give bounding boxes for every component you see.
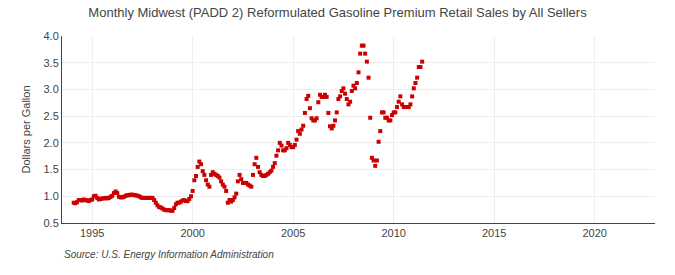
svg-text:Monthly Midwest (PADD 2) Refor: Monthly Midwest (PADD 2) Reformulated Ga… <box>88 5 587 20</box>
svg-text:4.0: 4.0 <box>44 30 59 42</box>
svg-text:2015: 2015 <box>482 227 506 239</box>
svg-text:Dollars per Gallon: Dollars per Gallon <box>20 85 32 173</box>
svg-text:Source: U.S. Energy Informatio: Source: U.S. Energy Information Administ… <box>64 249 274 260</box>
svg-text:1.5: 1.5 <box>44 163 59 175</box>
svg-text:2.0: 2.0 <box>44 137 59 149</box>
svg-text:0.5: 0.5 <box>44 217 59 229</box>
svg-text:2000: 2000 <box>180 227 204 239</box>
svg-text:3.5: 3.5 <box>44 57 59 69</box>
svg-text:2010: 2010 <box>381 227 405 239</box>
svg-text:3.0: 3.0 <box>44 83 59 95</box>
svg-text:1.0: 1.0 <box>44 190 59 202</box>
svg-text:1995: 1995 <box>80 227 104 239</box>
svg-text:2020: 2020 <box>582 227 606 239</box>
svg-text:2.5: 2.5 <box>44 110 59 122</box>
svg-text:2005: 2005 <box>281 227 305 239</box>
